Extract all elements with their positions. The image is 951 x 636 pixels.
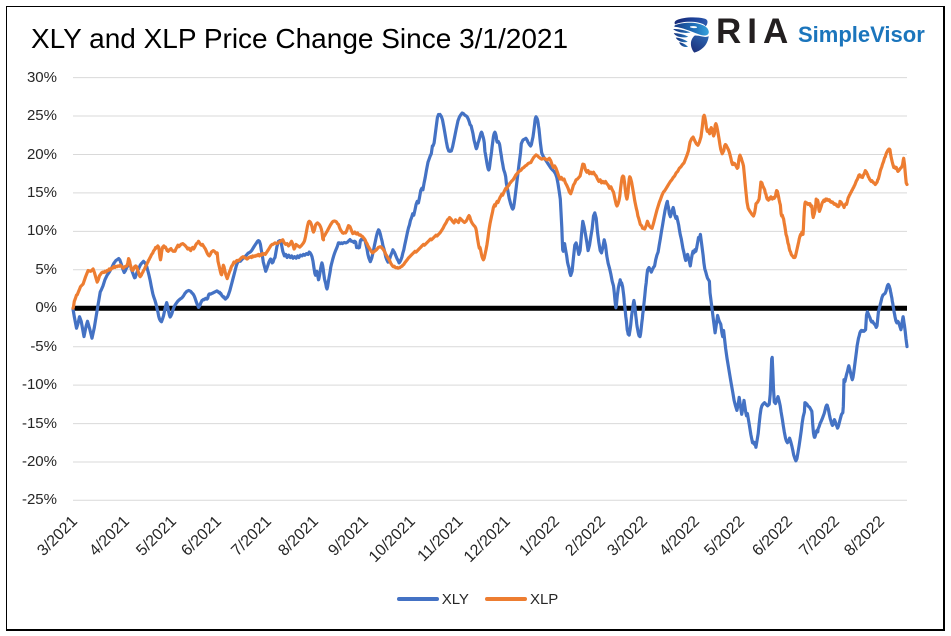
svg-text:RIA: RIA: [716, 12, 794, 51]
svg-text:SimpleVisor: SimpleVisor: [798, 22, 925, 47]
